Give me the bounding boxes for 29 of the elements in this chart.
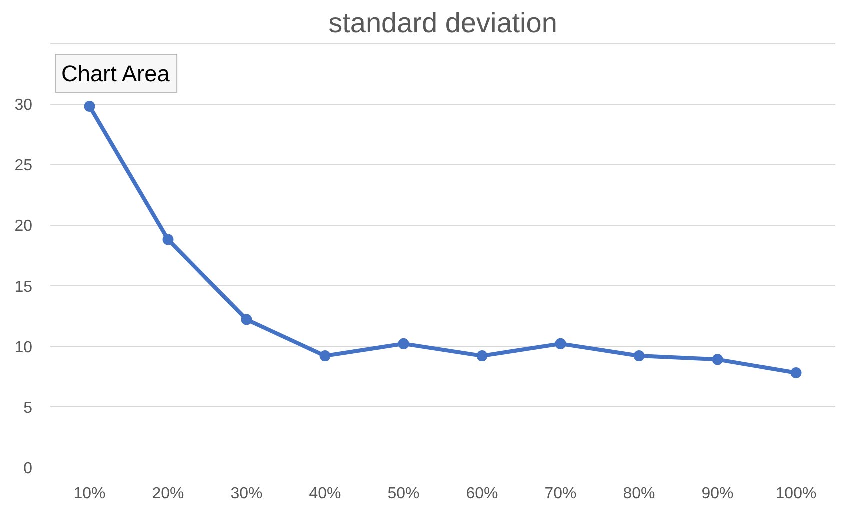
x-tick-label: 60%	[466, 486, 498, 502]
x-tick-label: 70%	[544, 486, 577, 502]
x-tick-label: 20%	[152, 486, 184, 502]
point	[555, 338, 566, 350]
point	[398, 338, 410, 350]
x-tick-label: 80%	[623, 486, 656, 502]
point	[476, 350, 488, 362]
point	[320, 350, 331, 362]
point	[162, 234, 174, 246]
y-tick-label: 20	[14, 218, 33, 236]
x-tick-label: 100%	[776, 486, 817, 502]
x-tick-label: 30%	[230, 486, 263, 502]
x-tick-label: 40%	[309, 486, 342, 502]
point	[634, 350, 645, 362]
y-tick-label: 10	[14, 339, 33, 356]
y-tick-label: 25	[14, 158, 33, 175]
point	[84, 101, 96, 112]
x-tick-label: 10%	[74, 486, 106, 502]
y-tick-label: 0	[24, 460, 33, 478]
point	[241, 314, 252, 326]
y-tick-label: 5	[24, 400, 33, 417]
point	[790, 368, 802, 378]
x-tick-label: 50%	[388, 486, 420, 502]
x-tick-label: 90%	[702, 486, 734, 502]
chart-title: standard deviation	[328, 8, 558, 38]
y-tick-label: 15	[14, 278, 33, 296]
annotation: Chart Area	[62, 60, 170, 86]
y-tick-label: 30	[14, 97, 33, 114]
point	[712, 354, 724, 366]
